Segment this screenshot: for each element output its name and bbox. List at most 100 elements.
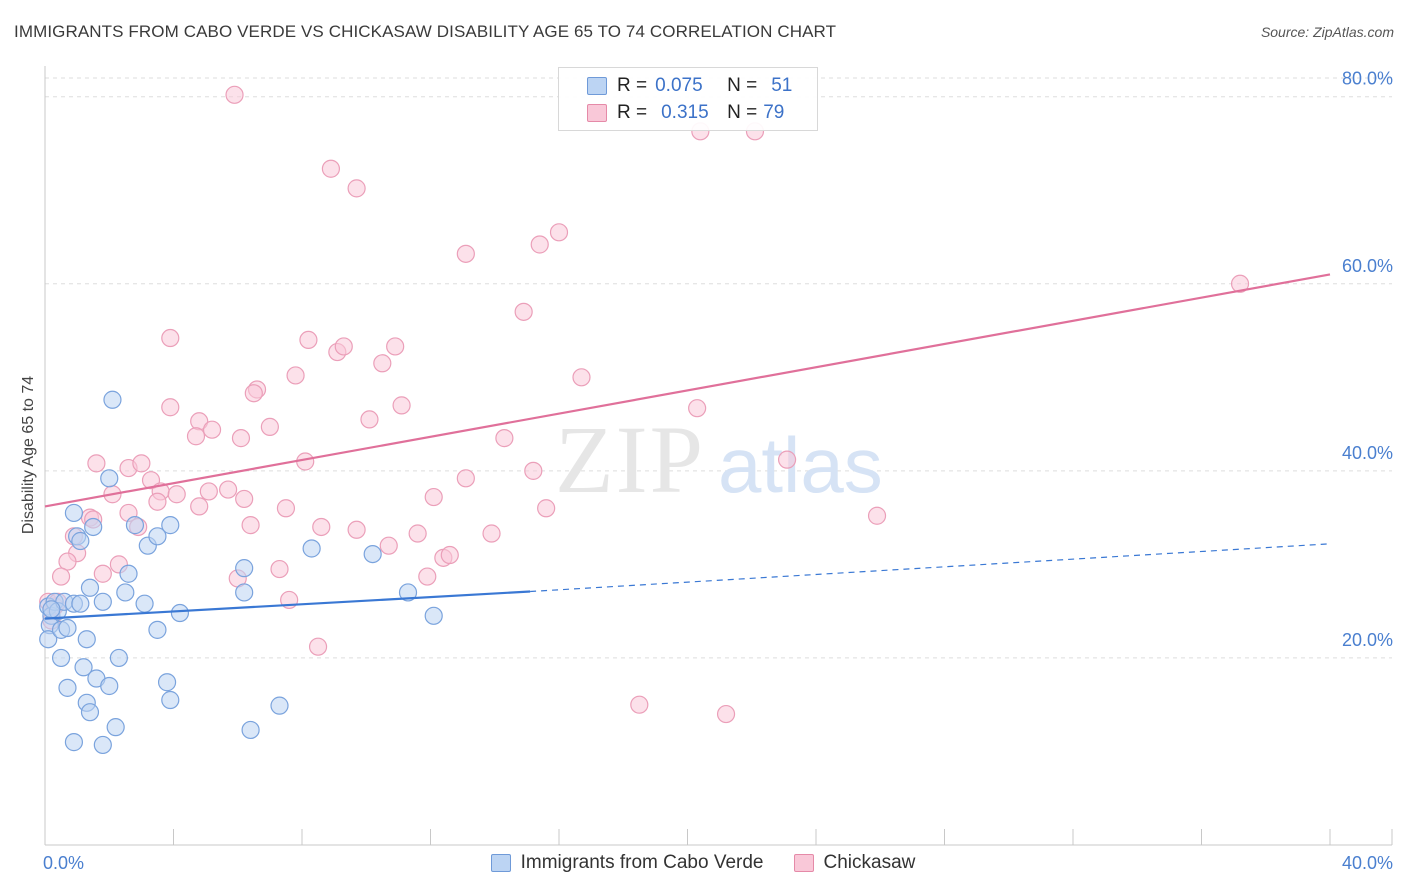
cabo-verde-point bbox=[119, 564, 138, 583]
cabo-verde-point bbox=[135, 594, 154, 613]
cabo-verde-point bbox=[235, 583, 254, 602]
chickasaw-point bbox=[202, 420, 222, 439]
legend-r-label: R = bbox=[617, 75, 648, 96]
cabo-verde-point bbox=[84, 517, 103, 537]
chickasaw-point bbox=[190, 497, 209, 516]
legend-n-label: N = bbox=[727, 102, 758, 123]
cabo-verde-point bbox=[42, 600, 61, 619]
cabo-verde-point bbox=[58, 618, 77, 638]
series-legend: Immigrants from Cabo Verde Chickasaw bbox=[0, 852, 1406, 874]
chickasaw-point bbox=[51, 567, 71, 586]
chickasaw-point bbox=[418, 567, 437, 586]
chickasaw-point bbox=[241, 516, 260, 535]
cabo-verde-point bbox=[58, 678, 77, 697]
legend-swatch-blue bbox=[587, 77, 607, 95]
cabo-verde-point bbox=[77, 630, 96, 649]
cabo-verde-point bbox=[106, 718, 125, 737]
chickasaw-point bbox=[408, 524, 427, 543]
series-legend-blue[interactable]: Immigrants from Cabo Verde bbox=[490, 852, 764, 874]
chickasaw-point bbox=[440, 545, 459, 565]
chickasaw-point bbox=[456, 469, 475, 488]
chickasaw-point bbox=[373, 354, 392, 373]
chickasaw-point bbox=[777, 450, 797, 469]
chickasaw-point bbox=[1230, 274, 1250, 293]
chickasaw-point bbox=[347, 179, 366, 198]
chickasaw-point bbox=[716, 704, 736, 724]
series-legend-pink[interactable]: Chickasaw bbox=[793, 852, 916, 874]
chickasaw-point bbox=[231, 429, 251, 448]
legend-n-pink: 79 bbox=[763, 102, 785, 123]
legend-r-label: R = bbox=[617, 102, 648, 123]
cabo-verde-point bbox=[157, 673, 177, 692]
cabo-verde-point bbox=[51, 648, 71, 668]
cabo-verde-point bbox=[71, 531, 90, 551]
chickasaw-point bbox=[199, 482, 218, 501]
chickasaw-point bbox=[867, 506, 887, 525]
axes bbox=[44, 66, 1393, 846]
cabo-verde-point bbox=[398, 583, 418, 602]
chickasaw-point bbox=[93, 564, 112, 583]
series-label-pink: Chickasaw bbox=[823, 852, 916, 873]
legend-row-pink: R = 0.315 N = 79 bbox=[559, 100, 784, 126]
chickasaw-point bbox=[572, 368, 591, 387]
chickasaw-point bbox=[132, 454, 151, 473]
legend-n-label: N = bbox=[727, 75, 758, 96]
cabo-verde-point bbox=[100, 676, 119, 696]
cabo-verde-point bbox=[93, 592, 112, 611]
chickasaw-point bbox=[495, 429, 514, 448]
chickasaw-point bbox=[360, 410, 379, 429]
cabo-verde-trend-line bbox=[44, 590, 531, 620]
tick-labels: 20.0% 40.0% 60.0% 80.0% 0.0% 40.0% bbox=[43, 69, 1393, 873]
y-tick-label: 60.0% bbox=[1342, 256, 1393, 276]
source-credit: Source: ZipAtlas.com bbox=[1260, 24, 1394, 40]
cabo-verde-point bbox=[235, 559, 254, 578]
chickasaw-point bbox=[235, 489, 254, 509]
chickasaw-point bbox=[276, 499, 296, 518]
chickasaw-point bbox=[58, 552, 77, 571]
chickasaw-point bbox=[312, 517, 331, 537]
series-swatch-pink bbox=[793, 854, 814, 872]
chickasaw-point bbox=[347, 520, 366, 539]
series-swatch-blue bbox=[490, 854, 511, 872]
chickasaw-point bbox=[167, 485, 186, 504]
chickasaw-point bbox=[524, 461, 543, 480]
chickasaw-point bbox=[386, 337, 405, 356]
chickasaw-point bbox=[530, 235, 549, 254]
chickasaw-points bbox=[39, 85, 1250, 724]
cabo-verde-point bbox=[71, 594, 90, 613]
y-axis-label: Disability Age 65 to 74 bbox=[20, 376, 37, 534]
legend-r-blue: 0.075 bbox=[655, 75, 703, 96]
y-tick-label: 80.0% bbox=[1342, 69, 1393, 89]
cabo-verde-point bbox=[161, 516, 180, 535]
chickasaw-point bbox=[482, 524, 501, 543]
chickasaw-point bbox=[392, 396, 411, 415]
cabo-verde-point bbox=[170, 603, 190, 623]
chickasaw-point bbox=[456, 244, 475, 263]
chickasaw-point bbox=[688, 399, 707, 418]
cabo-verde-point bbox=[363, 545, 382, 564]
chickasaw-trend-line bbox=[44, 273, 1331, 508]
legend-swatch-pink bbox=[587, 104, 607, 122]
chickasaw-point bbox=[286, 366, 305, 385]
chickasaw-point bbox=[630, 695, 649, 714]
chickasaw-point bbox=[225, 85, 244, 104]
cabo-verde-point bbox=[148, 620, 167, 639]
cabo-verde-point bbox=[39, 630, 58, 649]
chickasaw-point bbox=[270, 559, 289, 579]
cabo-verde-point bbox=[93, 735, 112, 755]
watermark-atlas: atlas bbox=[718, 421, 883, 509]
chickasaw-point bbox=[260, 417, 279, 436]
trend-lines bbox=[44, 273, 1331, 620]
chickasaw-point bbox=[161, 398, 180, 417]
cabo-verde-point bbox=[241, 720, 260, 740]
cabo-verde-point bbox=[74, 658, 93, 677]
chickasaw-point bbox=[424, 487, 443, 507]
cabo-verde-trend-extension bbox=[530, 543, 1331, 593]
legend-r-pink: 0.315 bbox=[661, 102, 709, 123]
legend-row-blue: R = 0.075 N = 51 bbox=[559, 73, 792, 99]
chickasaw-point bbox=[514, 302, 533, 321]
chickasaw-point bbox=[299, 330, 318, 350]
y-tick-label: 20.0% bbox=[1342, 630, 1393, 650]
cabo-verde-point bbox=[116, 583, 135, 602]
